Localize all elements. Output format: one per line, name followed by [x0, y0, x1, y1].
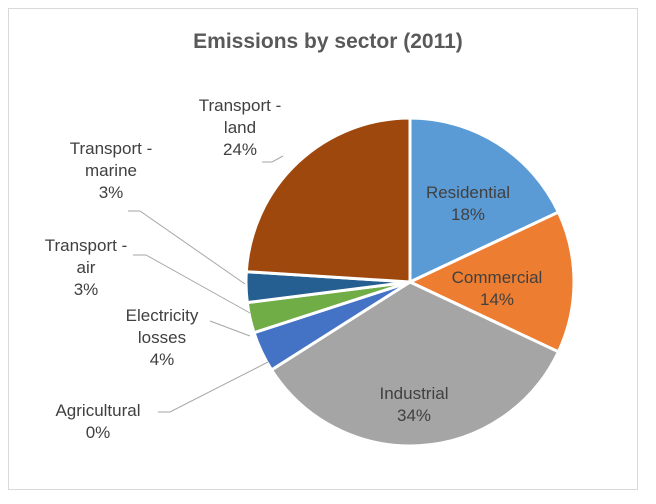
data-label-transport-marine: Transport -marine 3% [70, 139, 153, 202]
data-label-agricultural: Agricultural 0% [55, 401, 140, 442]
data-label-industrial: Industrial 34% [380, 384, 449, 425]
leader-line-agricultural [158, 361, 269, 413]
pie-slice-residential [408, 116, 561, 285]
data-label-electricity-losses: Electricity losses 4% [126, 306, 199, 369]
leader-line-transport-land [262, 155, 284, 163]
leader-line-electricity-losses [209, 320, 251, 337]
chart-title: Emissions by sector (2011) [193, 30, 463, 53]
leader-line-transport-marine [128, 210, 246, 285]
data-label-residential: Residential 18% [426, 183, 510, 224]
data-label-commercial: Commercial 14% [452, 268, 543, 309]
pie-slice-transport-land [244, 116, 412, 284]
data-label-transport-land: Transport -land 24% [199, 96, 282, 159]
data-label-transport-air: Transport -air 3% [45, 236, 128, 299]
pie-slice-industrial [269, 280, 561, 448]
leader-line-transport-air [133, 254, 251, 314]
pie-slice-commercial [406, 210, 576, 354]
